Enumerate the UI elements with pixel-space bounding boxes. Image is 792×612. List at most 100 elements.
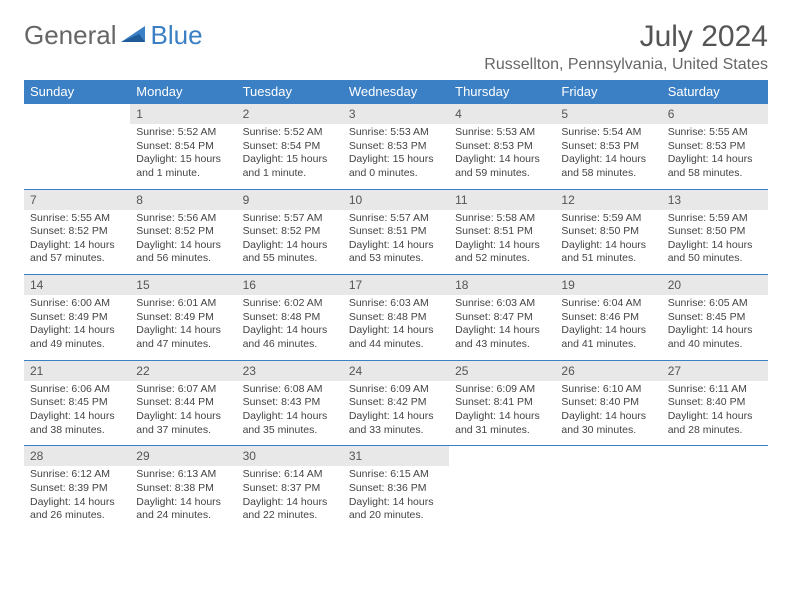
- sunset-text: Sunset: 8:38 PM: [136, 482, 230, 496]
- sunset-text: Sunset: 8:52 PM: [30, 225, 124, 239]
- daylight-text-line2: and 58 minutes.: [668, 167, 762, 181]
- daylight-text-line2: and 38 minutes.: [30, 424, 124, 438]
- dow-header: Thursday: [449, 80, 555, 104]
- daylight-text-line2: and 33 minutes.: [349, 424, 443, 438]
- week-details-row: Sunrise: 5:55 AMSunset: 8:52 PMDaylight:…: [24, 210, 768, 275]
- day-number-cell: 31: [343, 446, 449, 467]
- sunrise-text: Sunrise: 6:05 AM: [668, 297, 762, 311]
- sunrise-text: Sunrise: 6:02 AM: [243, 297, 337, 311]
- daylight-text-line2: and 41 minutes.: [561, 338, 655, 352]
- day-details-cell: Sunrise: 5:53 AMSunset: 8:53 PMDaylight:…: [449, 124, 555, 189]
- daylight-text-line2: and 57 minutes.: [30, 252, 124, 266]
- day-number-cell: 3: [343, 104, 449, 125]
- day-details-cell: Sunrise: 6:06 AMSunset: 8:45 PMDaylight:…: [24, 381, 130, 446]
- day-details-cell: Sunrise: 6:02 AMSunset: 8:48 PMDaylight:…: [237, 295, 343, 360]
- daylight-text-line2: and 30 minutes.: [561, 424, 655, 438]
- sunset-text: Sunset: 8:40 PM: [668, 396, 762, 410]
- day-details-cell: Sunrise: 5:57 AMSunset: 8:51 PMDaylight:…: [343, 210, 449, 275]
- daylight-text-line1: Daylight: 14 hours: [243, 324, 337, 338]
- sunrise-text: Sunrise: 6:01 AM: [136, 297, 230, 311]
- sunset-text: Sunset: 8:51 PM: [349, 225, 443, 239]
- day-number-cell: 5: [555, 104, 661, 125]
- daylight-text-line1: Daylight: 14 hours: [561, 410, 655, 424]
- sunrise-text: Sunrise: 5:57 AM: [243, 212, 337, 226]
- day-details-cell: Sunrise: 6:00 AMSunset: 8:49 PMDaylight:…: [24, 295, 130, 360]
- day-number-cell: 8: [130, 189, 236, 210]
- day-number-cell: 16: [237, 275, 343, 296]
- day-details-cell: Sunrise: 5:52 AMSunset: 8:54 PMDaylight:…: [237, 124, 343, 189]
- day-details-cell: Sunrise: 6:10 AMSunset: 8:40 PMDaylight:…: [555, 381, 661, 446]
- day-details-cell: Sunrise: 6:11 AMSunset: 8:40 PMDaylight:…: [662, 381, 768, 446]
- daylight-text-line2: and 51 minutes.: [561, 252, 655, 266]
- day-number-cell: 23: [237, 360, 343, 381]
- day-details-cell: Sunrise: 6:03 AMSunset: 8:48 PMDaylight:…: [343, 295, 449, 360]
- sunset-text: Sunset: 8:36 PM: [349, 482, 443, 496]
- sunrise-text: Sunrise: 5:56 AM: [136, 212, 230, 226]
- day-details-cell: Sunrise: 6:13 AMSunset: 8:38 PMDaylight:…: [130, 466, 236, 531]
- day-number-cell: 7: [24, 189, 130, 210]
- dow-header: Monday: [130, 80, 236, 104]
- brand-part1: General: [24, 20, 117, 51]
- day-details-cell: Sunrise: 6:08 AMSunset: 8:43 PMDaylight:…: [237, 381, 343, 446]
- sunset-text: Sunset: 8:53 PM: [455, 140, 549, 154]
- daylight-text-line1: Daylight: 14 hours: [561, 324, 655, 338]
- sunset-text: Sunset: 8:43 PM: [243, 396, 337, 410]
- day-number-cell: 12: [555, 189, 661, 210]
- day-details-cell: Sunrise: 6:09 AMSunset: 8:41 PMDaylight:…: [449, 381, 555, 446]
- daylight-text-line2: and 59 minutes.: [455, 167, 549, 181]
- sunrise-text: Sunrise: 5:53 AM: [349, 126, 443, 140]
- location-text: Russellton, Pennsylvania, United States: [484, 56, 768, 74]
- daylight-text-line1: Daylight: 14 hours: [668, 239, 762, 253]
- month-title: July 2024: [484, 20, 768, 54]
- daylight-text-line1: Daylight: 14 hours: [30, 410, 124, 424]
- day-details-cell: Sunrise: 6:14 AMSunset: 8:37 PMDaylight:…: [237, 466, 343, 531]
- day-number-cell: [24, 104, 130, 125]
- day-details-cell: Sunrise: 5:55 AMSunset: 8:53 PMDaylight:…: [662, 124, 768, 189]
- daylight-text-line2: and 20 minutes.: [349, 509, 443, 523]
- title-block: July 2024 Russellton, Pennsylvania, Unit…: [484, 20, 768, 74]
- week-daynum-row: 28293031: [24, 446, 768, 467]
- daylight-text-line2: and 52 minutes.: [455, 252, 549, 266]
- day-details-cell: Sunrise: 5:59 AMSunset: 8:50 PMDaylight:…: [555, 210, 661, 275]
- sunrise-text: Sunrise: 5:59 AM: [668, 212, 762, 226]
- day-number-cell: 6: [662, 104, 768, 125]
- daylight-text-line1: Daylight: 14 hours: [136, 496, 230, 510]
- day-number-cell: 22: [130, 360, 236, 381]
- day-details-cell: Sunrise: 5:57 AMSunset: 8:52 PMDaylight:…: [237, 210, 343, 275]
- day-number-cell: 4: [449, 104, 555, 125]
- brand-part2: Blue: [151, 20, 203, 51]
- week-daynum-row: 78910111213: [24, 189, 768, 210]
- day-number-cell: 17: [343, 275, 449, 296]
- calendar-page: General Blue July 2024 Russellton, Penns…: [0, 0, 792, 541]
- calendar-table: Sunday Monday Tuesday Wednesday Thursday…: [24, 80, 768, 531]
- daylight-text-line1: Daylight: 14 hours: [455, 239, 549, 253]
- sunrise-text: Sunrise: 6:08 AM: [243, 383, 337, 397]
- day-number-cell: 26: [555, 360, 661, 381]
- day-details-cell: Sunrise: 5:53 AMSunset: 8:53 PMDaylight:…: [343, 124, 449, 189]
- sunset-text: Sunset: 8:54 PM: [136, 140, 230, 154]
- sunset-text: Sunset: 8:41 PM: [455, 396, 549, 410]
- daylight-text-line1: Daylight: 14 hours: [243, 496, 337, 510]
- sunrise-text: Sunrise: 6:10 AM: [561, 383, 655, 397]
- daylight-text-line1: Daylight: 14 hours: [455, 410, 549, 424]
- day-details-cell: Sunrise: 6:12 AMSunset: 8:39 PMDaylight:…: [24, 466, 130, 531]
- daylight-text-line1: Daylight: 14 hours: [136, 410, 230, 424]
- sunrise-text: Sunrise: 6:00 AM: [30, 297, 124, 311]
- week-daynum-row: 14151617181920: [24, 275, 768, 296]
- sunset-text: Sunset: 8:37 PM: [243, 482, 337, 496]
- day-details-cell: Sunrise: 6:04 AMSunset: 8:46 PMDaylight:…: [555, 295, 661, 360]
- day-number-cell: 24: [343, 360, 449, 381]
- dow-header: Tuesday: [237, 80, 343, 104]
- sunrise-text: Sunrise: 6:03 AM: [349, 297, 443, 311]
- sunset-text: Sunset: 8:50 PM: [561, 225, 655, 239]
- sunset-text: Sunset: 8:53 PM: [561, 140, 655, 154]
- daylight-text-line2: and 58 minutes.: [561, 167, 655, 181]
- daylight-text-line1: Daylight: 14 hours: [349, 410, 443, 424]
- week-details-row: Sunrise: 6:00 AMSunset: 8:49 PMDaylight:…: [24, 295, 768, 360]
- daylight-text-line1: Daylight: 14 hours: [668, 153, 762, 167]
- day-number-cell: 18: [449, 275, 555, 296]
- sunset-text: Sunset: 8:45 PM: [668, 311, 762, 325]
- day-details-cell: [24, 124, 130, 189]
- sunset-text: Sunset: 8:48 PM: [349, 311, 443, 325]
- day-number-cell: 9: [237, 189, 343, 210]
